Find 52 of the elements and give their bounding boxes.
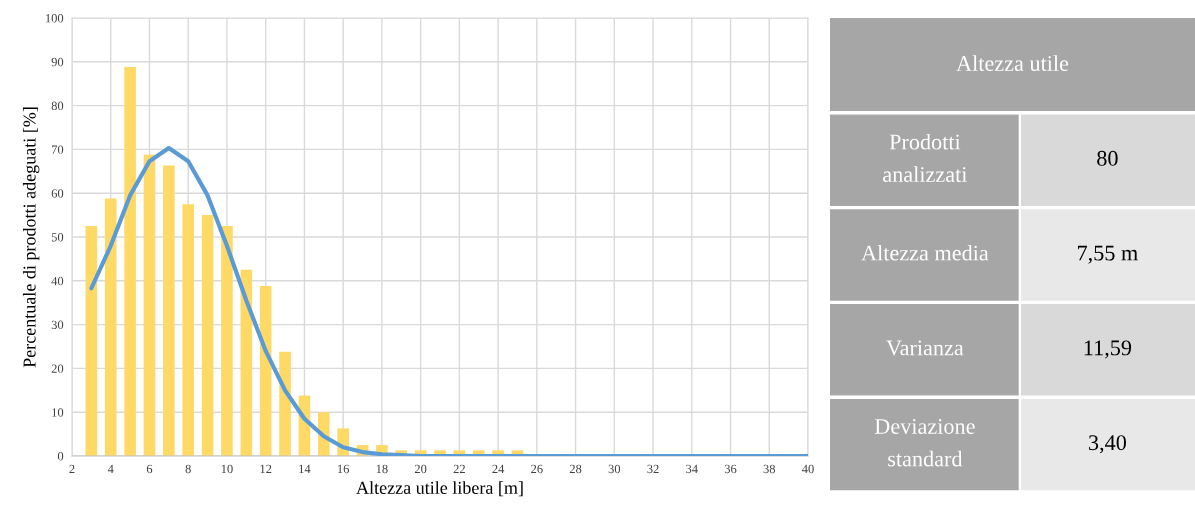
y-tick-label: 10: [52, 408, 64, 417]
text: Deviazione standard: [874, 418, 975, 467]
y-tick-label: 100: [46, 14, 64, 23]
x-tick-label: 20: [414, 464, 427, 474]
y-axis-title: Percentuale di prodotti adeguati [%]: [22, 107, 40, 368]
x-tick-label: 4: [107, 464, 114, 474]
text: Varianza: [886, 340, 964, 356]
text: 11,59: [1084, 340, 1132, 359]
bar: [279, 351, 291, 456]
x-axis-title: Altezza utile libera [m]: [356, 481, 523, 497]
x-tick-label: 34: [686, 464, 698, 474]
bar: [221, 226, 233, 456]
y-tick-label: 80: [51, 101, 64, 111]
text: 7,55 m: [1078, 245, 1138, 264]
bar: [163, 165, 175, 456]
y-tick-label: 60: [51, 189, 64, 198]
x-tick-label: 38: [763, 464, 776, 474]
x-tick-label: 2: [69, 464, 75, 474]
text: 80: [1097, 150, 1118, 166]
y-tick-label: 0: [57, 452, 64, 461]
x-tick-label: 12: [260, 464, 272, 474]
bar: [124, 67, 136, 456]
bar: [182, 204, 195, 456]
y-tick-label: 50: [51, 233, 64, 242]
y-tick-label: 90: [51, 57, 64, 67]
y-tick-label: 40: [51, 276, 64, 286]
bar: [201, 215, 214, 456]
y-tick-label: 70: [51, 145, 64, 154]
x-tick-label: 32: [647, 464, 659, 474]
x-tick-label: 36: [724, 464, 737, 474]
x-tick-label: 10: [221, 464, 233, 474]
text: Altezza media: [861, 244, 989, 261]
text: Altezza utile: [956, 55, 1069, 71]
x-tick-label: 40: [801, 464, 814, 474]
x-tick-label: 14: [299, 464, 311, 474]
text: Prodotti analizzati: [883, 133, 968, 183]
x-tick-label: 30: [608, 464, 621, 474]
x-tick-label: 28: [569, 464, 582, 474]
bar: [143, 154, 156, 456]
y-tick-label: 20: [51, 364, 64, 373]
x-tick-label: 16: [338, 464, 350, 474]
x-tick-label: 22: [453, 464, 465, 474]
x-tick-label: 18: [376, 464, 388, 474]
bar: [85, 226, 98, 456]
line-series: [89, 146, 808, 456]
bar: [104, 198, 117, 456]
y-tick-label: 30: [51, 320, 64, 330]
x-tick-label: 8: [185, 464, 191, 474]
x-tick-label: 6: [146, 464, 153, 474]
text: 3,40: [1089, 435, 1126, 454]
x-tick-label: 26: [531, 464, 543, 474]
x-tick-label: 24: [492, 464, 505, 474]
